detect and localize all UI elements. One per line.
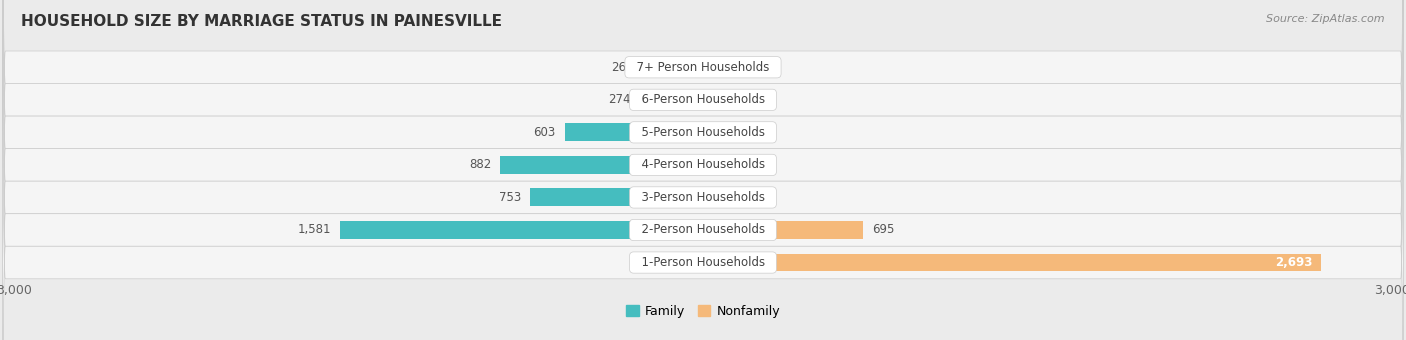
Text: 4-Person Households: 4-Person Households	[634, 158, 772, 171]
Text: 2-Person Households: 2-Person Households	[634, 223, 772, 237]
Text: 1-Person Households: 1-Person Households	[634, 256, 772, 269]
Text: 5-Person Households: 5-Person Households	[634, 126, 772, 139]
Text: 753: 753	[499, 191, 520, 204]
Text: 0: 0	[731, 93, 738, 106]
Bar	[340, 221, 703, 239]
FancyBboxPatch shape	[3, 0, 1403, 340]
FancyBboxPatch shape	[3, 0, 1403, 340]
Legend: Family, Nonfamily: Family, Nonfamily	[621, 300, 785, 323]
Text: 7+ Person Households: 7+ Person Households	[628, 61, 778, 74]
FancyBboxPatch shape	[3, 0, 1403, 340]
Text: Source: ZipAtlas.com: Source: ZipAtlas.com	[1267, 14, 1385, 23]
Text: 0: 0	[731, 158, 738, 171]
Text: 695: 695	[872, 223, 894, 237]
Bar	[640, 91, 703, 109]
Text: 1,581: 1,581	[297, 223, 330, 237]
FancyBboxPatch shape	[3, 0, 1403, 340]
Text: 603: 603	[533, 126, 555, 139]
Bar	[703, 188, 713, 206]
Text: 6-Person Households: 6-Person Households	[634, 93, 772, 106]
Text: 43: 43	[723, 191, 737, 204]
Text: 0: 0	[731, 126, 738, 139]
Bar	[565, 123, 703, 141]
Text: 263: 263	[612, 61, 634, 74]
Text: 882: 882	[470, 158, 491, 171]
FancyBboxPatch shape	[3, 0, 1403, 340]
Bar	[703, 221, 863, 239]
Text: 274: 274	[609, 93, 631, 106]
Bar	[643, 58, 703, 76]
Bar	[501, 156, 703, 174]
Bar	[703, 254, 1322, 271]
Text: 2,693: 2,693	[1275, 256, 1312, 269]
Text: 3-Person Households: 3-Person Households	[634, 191, 772, 204]
FancyBboxPatch shape	[3, 0, 1403, 340]
Text: 0: 0	[731, 61, 738, 74]
Text: HOUSEHOLD SIZE BY MARRIAGE STATUS IN PAINESVILLE: HOUSEHOLD SIZE BY MARRIAGE STATUS IN PAI…	[21, 14, 502, 29]
FancyBboxPatch shape	[3, 0, 1403, 340]
Bar	[530, 188, 703, 206]
